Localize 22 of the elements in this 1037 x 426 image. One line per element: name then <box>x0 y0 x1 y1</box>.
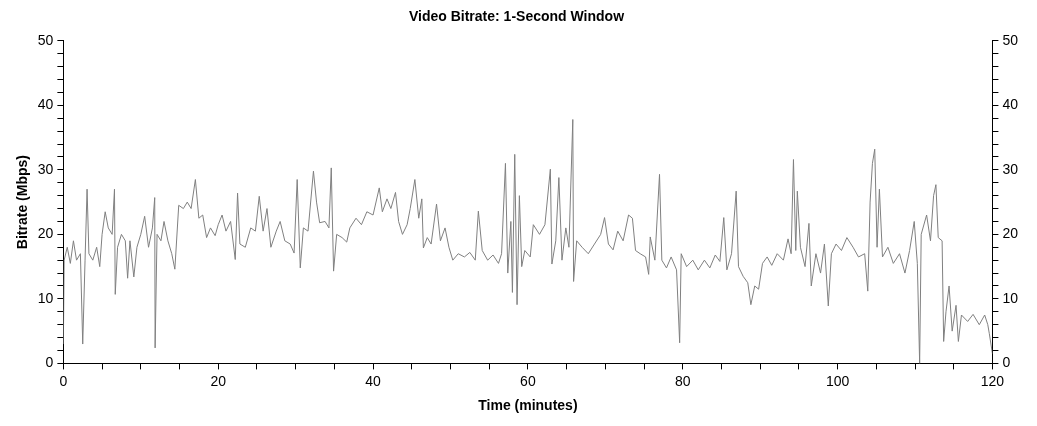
x-tick-label: 40 <box>365 372 382 389</box>
chart-title: Video Bitrate: 1-Second Window <box>408 8 625 25</box>
y-tick-label: 10 <box>37 289 54 306</box>
y-axis-title: Bitrate (Mbps) <box>14 155 31 250</box>
y-tick-label: 20 <box>37 225 54 242</box>
y-tick-label: 30 <box>37 160 54 177</box>
y2-tick-label: 10 <box>1002 289 1019 306</box>
y2-tick-label: 30 <box>1002 160 1019 177</box>
y2-tick-label: 50 <box>1002 31 1019 48</box>
y2-tick-label: 40 <box>1002 96 1019 113</box>
y-tick-label: 50 <box>37 31 54 48</box>
y-tick-label: 0 <box>45 354 54 371</box>
y2-tick-label: 20 <box>1002 225 1019 242</box>
x-tick-label: 80 <box>674 372 691 389</box>
x-tick-label: 20 <box>210 372 227 389</box>
x-tick-label: 0 <box>59 372 68 389</box>
x-tick-label: 100 <box>825 372 850 389</box>
x-tick-label: 60 <box>520 372 536 389</box>
y-tick-label: 40 <box>37 96 54 113</box>
y2-tick-label: 0 <box>1002 354 1011 371</box>
x-axis-title: Time (minutes) <box>478 397 578 414</box>
x-tick-label: 120 <box>980 372 1005 389</box>
